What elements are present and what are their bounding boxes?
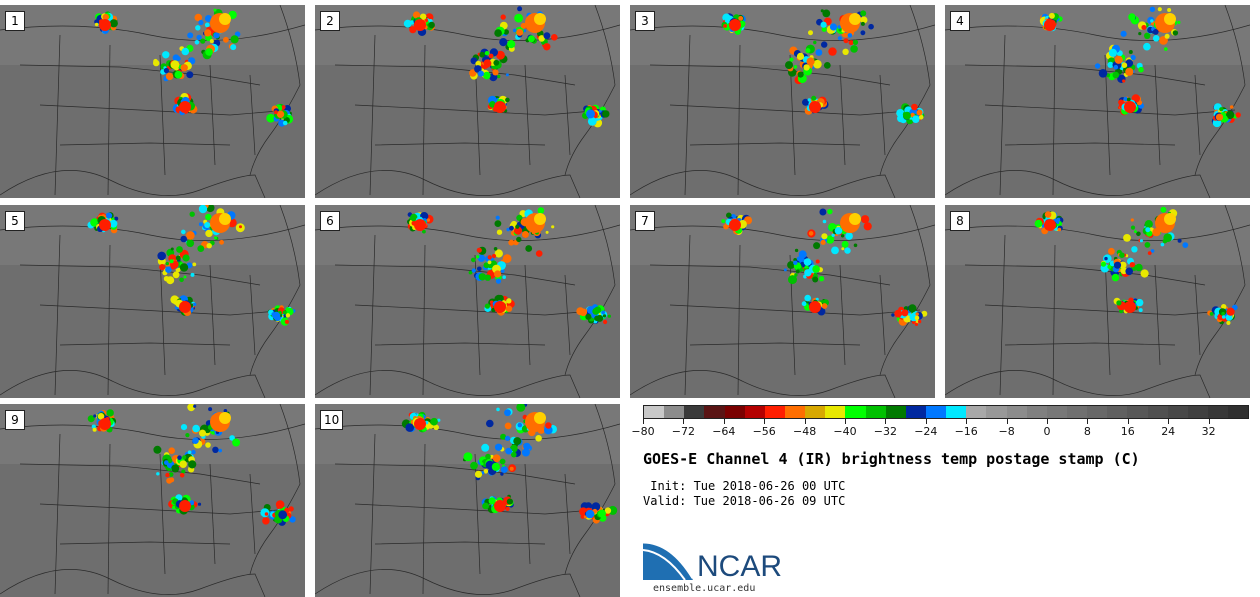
panel-number: 3 bbox=[635, 11, 655, 31]
map-panel: 8 bbox=[945, 205, 1250, 398]
colorbar-swatch bbox=[1006, 406, 1027, 418]
valid-time: Valid: Tue 2018-06-26 09 UTC bbox=[643, 494, 846, 508]
colorbar-swatch bbox=[865, 406, 886, 418]
map-panel: 3 bbox=[630, 5, 935, 198]
colorbar-swatch bbox=[784, 406, 806, 418]
colorbar-tick-label: 16 bbox=[1120, 425, 1135, 438]
panel-number: 1 bbox=[5, 11, 25, 31]
colorbar-swatch bbox=[805, 406, 826, 418]
colorbar-tick bbox=[804, 419, 806, 424]
colorbar-tick-label: 0 bbox=[1043, 425, 1051, 438]
colorbar-tick bbox=[925, 419, 927, 424]
map-panel: 2 bbox=[315, 5, 620, 198]
colorbar-swatch bbox=[744, 406, 765, 418]
map-panel: 4 bbox=[945, 5, 1250, 198]
colorbar-swatch bbox=[885, 406, 906, 418]
colorbar-tick bbox=[764, 419, 766, 424]
colorbar-tick bbox=[1127, 419, 1129, 424]
colorbar bbox=[643, 405, 1249, 419]
site-url: ensemble.ucar.edu bbox=[653, 583, 756, 594]
colorbar-tick bbox=[1047, 419, 1048, 424]
colorbar-swatch bbox=[986, 406, 1007, 418]
colorbar-swatch bbox=[905, 406, 926, 418]
panel-number: 8 bbox=[950, 211, 970, 231]
colorbar-ticks: −80 −72 −64 −56 −48 −40 −32 −24 −16 −8 0 8 16 24 32 bbox=[631, 419, 1249, 439]
colorbar-swatch bbox=[644, 406, 665, 418]
colorbar-swatch bbox=[1107, 406, 1128, 418]
map-panel: 6 bbox=[315, 205, 620, 398]
colorbar-swatch bbox=[1046, 406, 1067, 418]
page-title: GOES-E Channel 4 (IR) brightness temp po… bbox=[643, 450, 1140, 468]
colorbar-tick-label: −24 bbox=[914, 425, 938, 438]
init-time: Init: Tue 2018-06-26 00 UTC bbox=[643, 479, 846, 493]
colorbar-swatch bbox=[1228, 406, 1249, 418]
colorbar-tick bbox=[683, 419, 685, 424]
ncar-logo bbox=[643, 540, 695, 581]
logo-text: NCAR bbox=[697, 550, 783, 583]
map-panel: 5 bbox=[0, 205, 305, 398]
panel-number: 10 bbox=[320, 410, 344, 430]
colorbar-tick bbox=[1087, 419, 1089, 424]
colorbar-swatch bbox=[966, 406, 987, 418]
colorbar-tick bbox=[845, 419, 846, 424]
colorbar-swatch bbox=[925, 406, 947, 418]
colorbar-swatch bbox=[684, 406, 705, 418]
colorbar-tick-label: −32 bbox=[873, 425, 897, 438]
colorbar-swatch bbox=[704, 406, 725, 418]
colorbar-swatch bbox=[1147, 406, 1168, 418]
colorbar-swatch bbox=[724, 406, 745, 418]
colorbar-tick-label: −16 bbox=[954, 425, 978, 438]
panel-number: 2 bbox=[320, 11, 340, 31]
colorbar-tick bbox=[966, 419, 968, 424]
colorbar-tick bbox=[1006, 419, 1008, 424]
colorbar-tick-label: −48 bbox=[792, 425, 817, 438]
colorbar-tick bbox=[1168, 419, 1170, 424]
colorbar-tick bbox=[1208, 419, 1210, 424]
colorbar-swatch bbox=[1167, 406, 1188, 418]
colorbar-tick-label: −64 bbox=[712, 425, 736, 438]
colorbar-tick-label: 24 bbox=[1161, 425, 1176, 438]
colorbar-tick-label: −8 bbox=[998, 425, 1015, 438]
colorbar-tick-label: −80 bbox=[631, 425, 655, 438]
panel-number: 9 bbox=[5, 410, 25, 430]
colorbar-tick bbox=[643, 419, 644, 424]
colorbar-swatch bbox=[1087, 406, 1108, 418]
colorbar-swatch bbox=[845, 406, 866, 418]
map-panel: 1 bbox=[0, 5, 305, 198]
colorbar-tick-label: −40 bbox=[833, 425, 857, 438]
colorbar-swatch bbox=[1026, 406, 1047, 418]
panel-number: 7 bbox=[635, 211, 655, 231]
colorbar-tick-label: −56 bbox=[752, 425, 776, 438]
colorbar-tick-label: −72 bbox=[671, 425, 695, 438]
colorbar-swatch bbox=[764, 406, 785, 418]
colorbar-swatch bbox=[825, 406, 846, 418]
colorbar-tick bbox=[723, 419, 725, 424]
map-panel: 9 bbox=[0, 404, 305, 597]
colorbar-swatch bbox=[1127, 406, 1148, 418]
map-panel: 10 bbox=[315, 404, 620, 597]
colorbar-swatch bbox=[1187, 406, 1208, 418]
colorbar-swatch bbox=[1207, 406, 1229, 418]
colorbar-swatch bbox=[1066, 406, 1088, 418]
colorbar-tick-label: 8 bbox=[1083, 425, 1091, 438]
panel-number: 6 bbox=[320, 211, 340, 231]
map-panel: 7 bbox=[630, 205, 935, 398]
colorbar-tick bbox=[885, 419, 887, 424]
panel-number: 5 bbox=[5, 211, 25, 231]
panel-number: 4 bbox=[950, 11, 970, 31]
colorbar-swatch bbox=[664, 406, 685, 418]
colorbar-tick-label: 32 bbox=[1201, 425, 1216, 438]
colorbar-swatch bbox=[946, 406, 967, 418]
